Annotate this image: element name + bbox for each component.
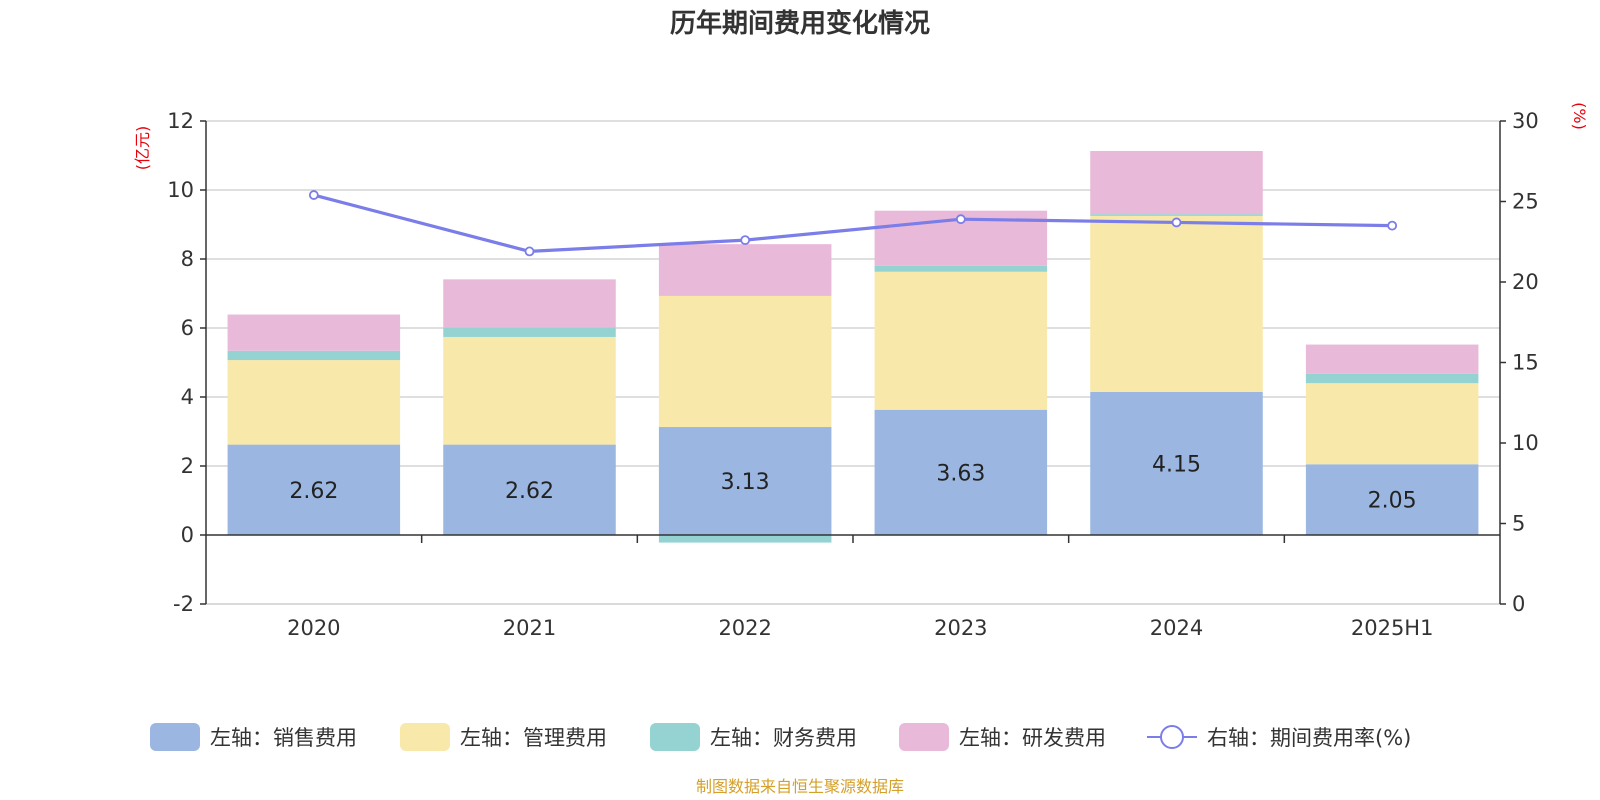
bar-data-label: 2.62 <box>289 479 338 504</box>
axes: -2 0 2 4 6 8 10 12 0 5 10 15 20 25 30 2020 2021 2022 2023 2… <box>167 109 1538 640</box>
right-tick-label: 20 <box>1512 270 1539 294</box>
legend-label: 右轴：期间费用率(%) <box>1207 726 1411 750</box>
bar-segment <box>443 444 616 535</box>
right-tick-label: 15 <box>1512 351 1539 375</box>
legend-swatch <box>150 723 200 751</box>
line-path <box>313 193 1393 254</box>
x-tick-label: 2022 <box>718 616 771 640</box>
bar-data-label: 3.13 <box>721 470 770 495</box>
x-tick-label: 2021 <box>503 616 556 640</box>
bar-segment <box>658 295 832 428</box>
left-tick-label: 12 <box>167 109 194 133</box>
bar-segment <box>227 314 401 351</box>
bar-segment <box>874 265 1048 272</box>
legend-swatch <box>400 723 450 751</box>
legend-label: 左轴：财务费用 <box>710 726 857 750</box>
line-point <box>1387 220 1398 231</box>
line-point <box>955 214 966 225</box>
left-tick-label: 0 <box>181 523 194 547</box>
legend-label: 左轴：销售费用 <box>210 726 357 750</box>
right-tick-label: 0 <box>1512 592 1525 616</box>
legend-label: 左轴：研发费用 <box>959 726 1106 750</box>
left-tick-label: 2 <box>181 454 194 478</box>
source-note: 制图数据来自恒生聚源数据库 <box>696 777 904 796</box>
right-tick-label: 25 <box>1512 190 1539 214</box>
right-tick-label: 5 <box>1512 512 1525 536</box>
bar-segment <box>227 444 401 535</box>
bar-segment <box>443 327 616 337</box>
left-axis-unit: (亿元) <box>133 126 152 171</box>
legend-swatch <box>899 723 949 751</box>
bar-segment <box>658 244 832 296</box>
bar-labels: 2.62 2.62 3.13 3.63 4.15 2.05 <box>289 452 1416 513</box>
x-tick-label: 2025H1 <box>1351 616 1434 640</box>
left-tick-label: -2 <box>173 592 194 616</box>
x-tick-label: 2020 <box>287 616 340 640</box>
left-tick-label: 6 <box>181 316 194 340</box>
bar-segment <box>658 535 832 543</box>
bar-segment <box>443 279 616 328</box>
legend: 左轴：销售费用 左轴：管理费用 左轴：财务费用 左轴：研发费用 右轴：期间费用率(%) <box>150 723 1411 751</box>
left-tick-label: 10 <box>167 178 194 202</box>
chart-title: 历年期间费用变化情况 <box>670 8 930 39</box>
bars <box>227 151 1479 543</box>
bar-segment <box>874 271 1048 410</box>
bar-segment <box>874 409 1048 535</box>
x-tick-label: 2023 <box>934 616 987 640</box>
legend-swatch <box>650 723 700 751</box>
right-tick-label: 30 <box>1512 109 1539 133</box>
bar-data-label: 3.63 <box>936 461 985 486</box>
bar-segment <box>1305 383 1479 465</box>
line-point <box>524 246 535 257</box>
bar-segment <box>443 336 616 445</box>
line-series <box>308 190 1398 257</box>
bar-data-label: 2.05 <box>1368 489 1417 514</box>
bar-segment <box>1305 373 1479 384</box>
legend-marker <box>1160 725 1184 749</box>
bar-segment <box>227 360 401 445</box>
bar-data-label: 2.62 <box>505 479 554 504</box>
bar-segment <box>1090 391 1263 535</box>
bar-segment <box>227 350 401 361</box>
line-point <box>308 190 319 200</box>
bar-segment <box>1090 151 1263 215</box>
x-tick-label: 2024 <box>1150 616 1203 640</box>
bar-segment <box>1090 214 1263 216</box>
bar-data-label: 4.15 <box>1152 452 1201 477</box>
bar-segment <box>1090 215 1263 392</box>
line-point <box>1171 217 1182 228</box>
line-point <box>740 235 751 246</box>
left-tick-label: 4 <box>181 385 194 409</box>
right-tick-label: 10 <box>1512 431 1539 455</box>
left-tick-label: 8 <box>181 247 194 271</box>
legend-label: 左轴：管理费用 <box>460 726 607 750</box>
bar-segment <box>658 427 832 535</box>
right-axis-unit: (%) <box>1570 102 1589 130</box>
bar-segment <box>1305 344 1479 374</box>
grid-lines <box>206 120 1500 605</box>
bar-segment <box>1305 464 1479 535</box>
